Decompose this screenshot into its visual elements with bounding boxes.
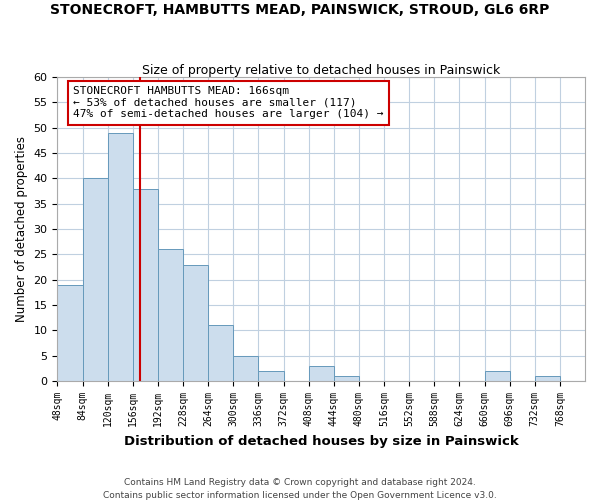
Bar [535, 376, 560, 381]
Bar [133, 188, 158, 381]
Bar [58, 285, 83, 381]
X-axis label: Distribution of detached houses by size in Painswick: Distribution of detached houses by size … [124, 434, 518, 448]
Text: Contains HM Land Registry data © Crown copyright and database right 2024.
Contai: Contains HM Land Registry data © Crown c… [103, 478, 497, 500]
Bar [208, 326, 233, 381]
Y-axis label: Number of detached properties: Number of detached properties [15, 136, 28, 322]
Text: STONECROFT HAMBUTTS MEAD: 166sqm
← 53% of detached houses are smaller (117)
47% : STONECROFT HAMBUTTS MEAD: 166sqm ← 53% o… [73, 86, 384, 120]
Bar [158, 250, 183, 381]
Bar [308, 366, 334, 381]
Bar [485, 371, 509, 381]
Title: Size of property relative to detached houses in Painswick: Size of property relative to detached ho… [142, 64, 500, 77]
Bar [83, 178, 107, 381]
Bar [334, 376, 359, 381]
Bar [259, 371, 284, 381]
Bar [183, 264, 208, 381]
Bar [233, 356, 259, 381]
Text: STONECROFT, HAMBUTTS MEAD, PAINSWICK, STROUD, GL6 6RP: STONECROFT, HAMBUTTS MEAD, PAINSWICK, ST… [50, 2, 550, 16]
Bar [107, 133, 133, 381]
